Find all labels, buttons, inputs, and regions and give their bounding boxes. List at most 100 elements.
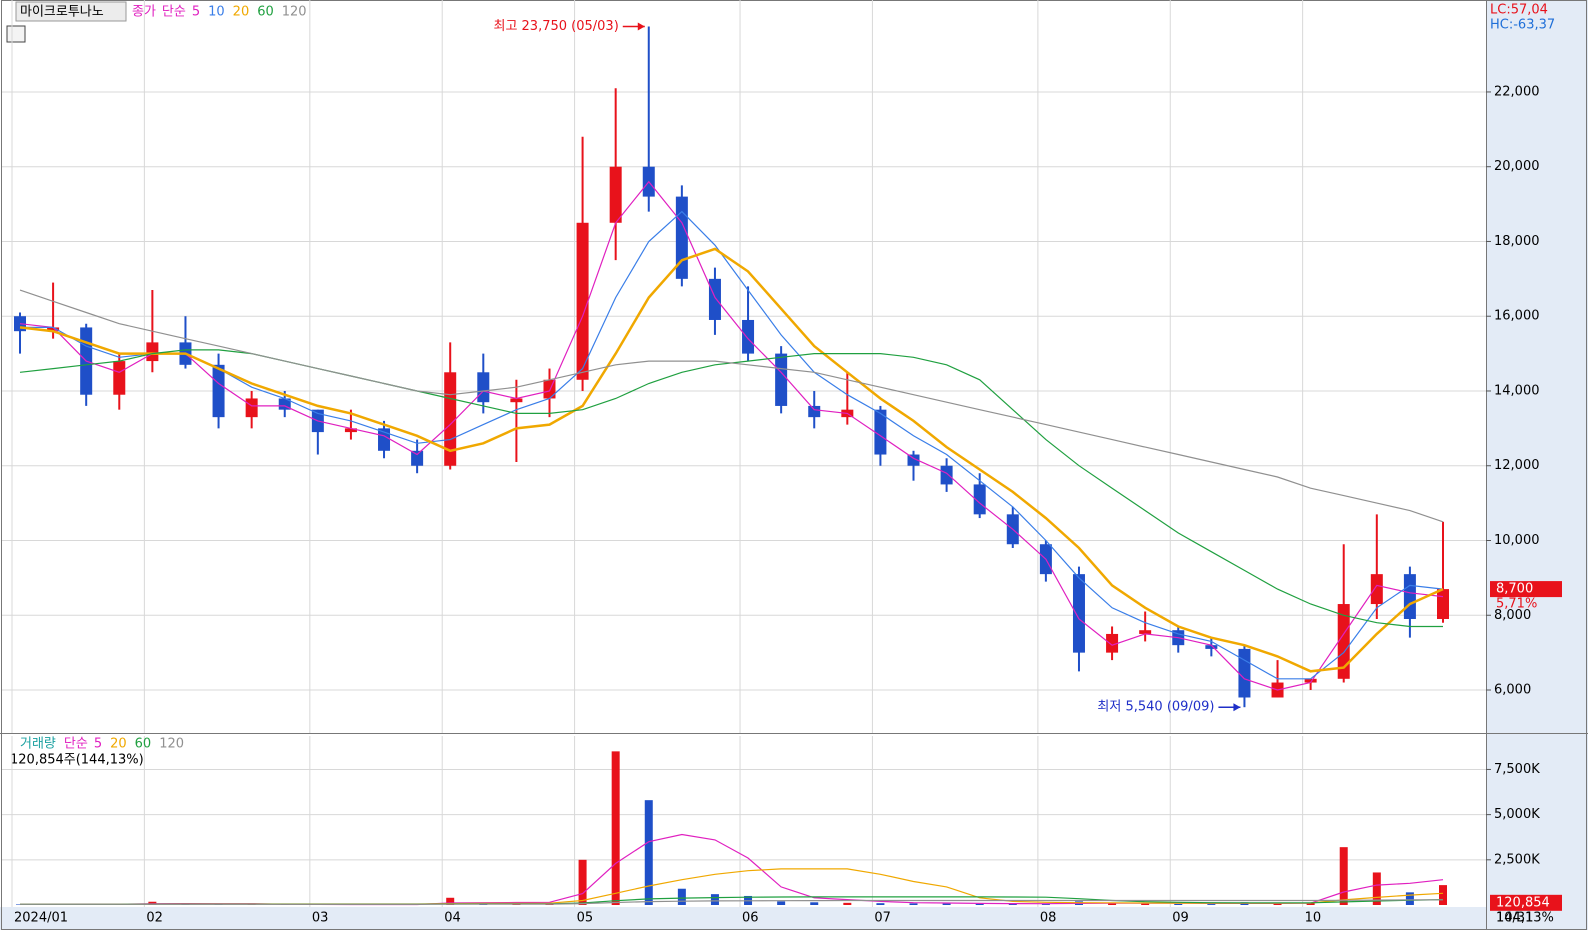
volume-summary: 120,854주(144,13%) bbox=[10, 753, 144, 768]
x-tick-label: 03 bbox=[312, 911, 329, 926]
volume-bar bbox=[1439, 885, 1447, 905]
candle-body bbox=[973, 484, 986, 515]
candle-body bbox=[47, 327, 60, 332]
candle-body bbox=[1139, 630, 1152, 634]
y-tick-label: 5,000K bbox=[1494, 807, 1540, 822]
volume-bar bbox=[578, 859, 587, 905]
candle-body bbox=[1437, 589, 1449, 619]
title-box[interactable] bbox=[15, 1, 127, 22]
volume-bar bbox=[843, 902, 852, 905]
candle-body bbox=[510, 398, 523, 403]
legend-entry: 5 bbox=[94, 737, 102, 752]
candle-body bbox=[378, 428, 391, 451]
candle-body bbox=[1205, 645, 1218, 649]
volume-bar bbox=[1306, 902, 1315, 905]
volume-bar bbox=[777, 901, 786, 905]
y-tick-label: 2,500K bbox=[1494, 852, 1540, 867]
volume-bar bbox=[611, 751, 620, 905]
x-tick-label: 10/31 bbox=[1496, 911, 1533, 926]
volume-bar bbox=[677, 888, 686, 905]
annotation: 최저 5,540 (09/09) bbox=[1097, 700, 1214, 715]
candle-body bbox=[477, 372, 490, 403]
candle-body bbox=[1370, 574, 1383, 605]
last-tag bbox=[1490, 581, 1562, 598]
candle-body bbox=[1238, 648, 1251, 698]
ma-line bbox=[19, 247, 1444, 673]
x-tick-label: 10 bbox=[1305, 911, 1322, 926]
volume-bar bbox=[644, 800, 653, 905]
y-tick-label: 14,000 bbox=[1494, 383, 1540, 398]
lc: LC:57,04 bbox=[1490, 3, 1548, 18]
annotation-arrowhead bbox=[1233, 703, 1241, 712]
candle-body bbox=[212, 364, 225, 418]
volume-bar bbox=[810, 902, 819, 905]
y-tick-label: 7,500K bbox=[1494, 762, 1540, 777]
annotation: 최고 23,750 (05/03) bbox=[493, 19, 618, 34]
ma-line bbox=[20, 868, 1444, 905]
last-change: 144,13% bbox=[1496, 910, 1554, 925]
x-tick-label: 09 bbox=[1172, 911, 1189, 926]
last-change: 5,71% bbox=[1496, 597, 1537, 612]
candle-body bbox=[146, 342, 159, 362]
volume-bar bbox=[942, 903, 951, 905]
candle-body bbox=[1337, 604, 1350, 679]
candle-body bbox=[907, 454, 920, 466]
volume-bar bbox=[1339, 847, 1348, 905]
legend-label: 단순 bbox=[162, 5, 186, 20]
candle-body bbox=[1106, 633, 1119, 653]
volume-bar bbox=[1174, 903, 1183, 905]
candle-body bbox=[344, 428, 357, 433]
x-tick-label: 07 bbox=[874, 911, 891, 926]
x-tick-label: 04 bbox=[444, 911, 461, 926]
candle-body bbox=[576, 222, 589, 380]
candle-body bbox=[742, 319, 755, 354]
ma-line bbox=[19, 289, 1444, 523]
last-tag bbox=[1490, 894, 1562, 911]
hc: HC:-63,37 bbox=[1490, 18, 1555, 33]
candle-body bbox=[940, 465, 953, 485]
x-tick-label: 06 bbox=[742, 911, 759, 926]
volume-bar bbox=[1108, 903, 1117, 905]
candle-body bbox=[609, 166, 622, 223]
x-tick-label: 05 bbox=[577, 911, 594, 926]
grid-icon[interactable] bbox=[6, 25, 26, 43]
candle-body bbox=[278, 398, 291, 410]
x-tick-label: 02 bbox=[146, 911, 163, 926]
volume-bar bbox=[1041, 904, 1050, 905]
y-tick-label: 8,000 bbox=[1494, 608, 1531, 623]
x-tick-label: 2024/01 bbox=[14, 911, 68, 926]
x-tick-label: 08 bbox=[1040, 911, 1057, 926]
ma-line bbox=[20, 899, 1444, 905]
candle-body bbox=[775, 353, 788, 406]
volume-bar bbox=[975, 903, 984, 905]
volume-bar bbox=[1207, 904, 1216, 905]
volume-bar bbox=[710, 894, 719, 905]
y-tick-label: 6,000 bbox=[1494, 683, 1531, 698]
volume-bar bbox=[1372, 872, 1381, 905]
ma-line bbox=[19, 180, 1444, 691]
legend-entry: 10 bbox=[208, 5, 225, 20]
volume-bar bbox=[1008, 903, 1017, 905]
last-tag-label: 8,700 bbox=[1496, 582, 1533, 597]
x-axis-panel bbox=[0, 907, 1486, 930]
legend-label: 단순 bbox=[64, 737, 88, 752]
legend-entry: 5 bbox=[192, 5, 200, 20]
y-tick-label: 22,000 bbox=[1494, 84, 1540, 99]
plot: 2024/01 02 03 04 05 06 07 08 09 10 10/31 6,000 8,000… bbox=[2, 0, 1562, 926]
legend-entry: 60 bbox=[257, 5, 274, 20]
candle-body bbox=[874, 409, 887, 455]
legend-entry: 120 bbox=[159, 737, 184, 752]
legend-entry: 20 bbox=[233, 5, 250, 20]
y-tick-label: 10,000 bbox=[1494, 533, 1540, 548]
legend-entry: 20 bbox=[110, 737, 127, 752]
candle-body bbox=[1403, 574, 1416, 619]
candle-body bbox=[411, 450, 424, 466]
y-tick-label: 18,000 bbox=[1494, 234, 1540, 249]
volume-bar bbox=[1273, 903, 1282, 905]
y-tick-label: 12,000 bbox=[1494, 458, 1540, 473]
axis-panel bbox=[1486, 0, 1588, 930]
candle-body bbox=[808, 405, 821, 418]
